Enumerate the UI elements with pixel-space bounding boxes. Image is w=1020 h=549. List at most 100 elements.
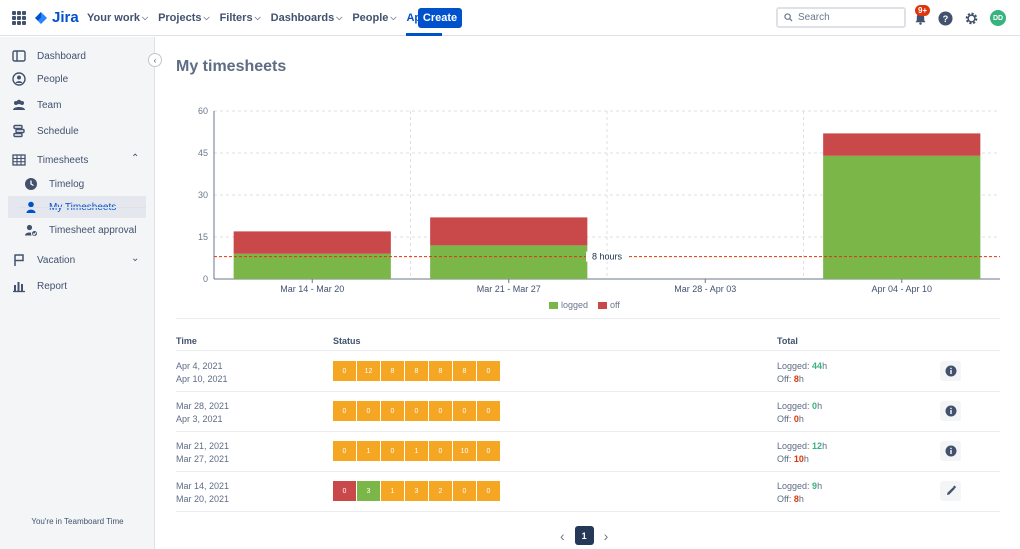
x-tick-label: Mar 21 - Mar 27: [477, 284, 541, 294]
sidebar-item-label: Timesheets: [37, 154, 89, 166]
help-icon: ?: [937, 10, 953, 26]
page-title: My timesheets: [176, 58, 287, 75]
day-cell[interactable]: 0: [381, 441, 405, 461]
unit: h: [817, 481, 823, 491]
period-end: Apr 10, 2021: [176, 374, 228, 384]
avatar[interactable]: DD: [990, 10, 1006, 26]
day-cell[interactable]: 0: [477, 401, 501, 421]
status-days: 0 12 8 8 8 8 0: [333, 361, 501, 381]
day-cell[interactable]: 0: [429, 401, 453, 421]
sidebar-item-people[interactable]: People: [12, 68, 68, 90]
timesheet-chart: 0 15 30 45 60 Mar 14 - Mar 20 Mar 21 - Mar 27 M…: [198, 106, 1000, 294]
main-nav: Your work ⌵ Projects ⌵ Filters ⌵ Dashboards ⌵ Pe…: [87, 0, 452, 36]
sidebar-item-timelog[interactable]: Timelog: [24, 173, 84, 195]
total-cell: Logged: 9h Off: 8h: [777, 480, 822, 506]
table-icon: [12, 154, 26, 166]
legend-swatch: [598, 301, 608, 309]
day-cell[interactable]: 0: [333, 401, 357, 421]
total-cell: Logged: 0h Off: 0h: [777, 400, 822, 426]
collapse-sidebar-button[interactable]: ‹: [148, 53, 162, 67]
day-cell[interactable]: 0: [357, 401, 381, 421]
day-cell[interactable]: 0: [333, 481, 357, 501]
x-tick-label: Apr 04 - Apr 10: [871, 284, 932, 294]
y-tick-label: 45: [198, 148, 208, 158]
day-cell[interactable]: 0: [453, 401, 477, 421]
day-cell[interactable]: 12: [357, 361, 381, 381]
jira-logo-icon: [35, 11, 47, 24]
day-cell[interactable]: 10: [453, 441, 477, 461]
unit: h: [798, 494, 804, 504]
sidebar-item-timesheets[interactable]: Timesheets: [12, 149, 88, 171]
off-prefix: Off:: [777, 374, 794, 384]
details-button[interactable]: [940, 401, 961, 421]
period-start: Mar 21, 2021: [176, 441, 230, 451]
day-cell[interactable]: 1: [357, 441, 381, 461]
reference-line-label: 8 hours: [592, 252, 623, 262]
day-cell[interactable]: 0: [333, 441, 357, 461]
sidebar-item-vacation[interactable]: Vacation: [12, 249, 75, 271]
day-cell[interactable]: 0: [453, 481, 477, 501]
day-cell[interactable]: 8: [429, 361, 453, 381]
sidebar-item-dashboard[interactable]: Dashboard: [12, 45, 86, 67]
day-cell[interactable]: 0: [477, 361, 501, 381]
pagination: ‹ 1 ›: [560, 526, 608, 545]
table-row: Apr 4, 2021 Apr 10, 2021 0 12 8 8 8 8 0 Logged: 4…: [176, 351, 1000, 391]
row-divider: [176, 391, 1000, 392]
off-prefix: Off:: [777, 494, 794, 504]
page-1-button[interactable]: 1: [574, 526, 594, 545]
help-button[interactable]: ?: [936, 9, 954, 27]
sidebar-item-team[interactable]: Team: [12, 94, 61, 116]
day-cell[interactable]: 3: [357, 481, 381, 501]
unit: h: [798, 414, 804, 424]
off-prefix: Off:: [777, 414, 794, 424]
chevron-up-icon[interactable]: ⌃: [131, 153, 140, 164]
logged-prefix: Logged:: [777, 361, 813, 371]
header-time: Time: [176, 336, 197, 346]
search-input[interactable]: Search: [776, 7, 906, 28]
jira-logo[interactable]: Jira: [34, 9, 79, 26]
day-cell[interactable]: 8: [381, 361, 405, 381]
day-cell[interactable]: 1: [405, 441, 429, 461]
sidebar-item-schedule[interactable]: Schedule: [12, 120, 79, 142]
next-page-button[interactable]: ›: [603, 527, 609, 544]
header-status: Status: [333, 336, 361, 346]
off-prefix: Off:: [777, 454, 794, 464]
settings-button[interactable]: [962, 9, 980, 27]
day-cell[interactable]: 2: [429, 481, 453, 501]
nav-dashboards[interactable]: Dashboards ⌵: [271, 0, 343, 36]
chevron-down-icon[interactable]: ⌄: [131, 253, 140, 264]
create-button[interactable]: Create: [418, 8, 462, 28]
details-button[interactable]: [940, 441, 961, 461]
info-icon: [945, 365, 956, 377]
day-cell[interactable]: 0: [477, 441, 501, 461]
sidebar-item-report[interactable]: Report: [12, 275, 67, 297]
chart-table-divider: [176, 318, 1000, 319]
day-cell[interactable]: 3: [405, 481, 429, 501]
day-cell[interactable]: 8: [453, 361, 477, 381]
unit: h: [803, 454, 809, 464]
nav-your-work[interactable]: Your work ⌵: [87, 0, 148, 36]
day-cell[interactable]: 0: [477, 481, 501, 501]
details-button[interactable]: [940, 361, 961, 381]
table-row: Mar 28, 2021 Apr 3, 2021 0 0 0 0 0 0 0 Logged: 0h…: [176, 391, 1000, 431]
sidebar-item-timesheet-approval[interactable]: Timesheet approval: [24, 219, 136, 241]
prev-page-button[interactable]: ‹: [560, 527, 565, 544]
unit: h: [817, 401, 823, 411]
app-switcher-icon[interactable]: [12, 11, 26, 25]
sidebar-divider: [18, 207, 146, 208]
nav-filters[interactable]: Filters ⌵: [220, 0, 261, 36]
day-cell[interactable]: 1: [381, 481, 405, 501]
logged-value: 0: [812, 401, 818, 411]
bar-off: [233, 231, 391, 254]
day-cell[interactable]: 0: [333, 361, 357, 381]
day-cell[interactable]: 0: [405, 401, 429, 421]
edit-button[interactable]: [940, 481, 961, 501]
day-cell[interactable]: 0: [381, 401, 405, 421]
person-check-icon: [25, 224, 38, 237]
day-cell[interactable]: 0: [429, 441, 453, 461]
info-icon: [945, 405, 956, 417]
nav-projects[interactable]: Projects ⌵: [158, 0, 210, 36]
day-cell[interactable]: 8: [405, 361, 429, 381]
nav-people[interactable]: People ⌵: [352, 0, 396, 36]
